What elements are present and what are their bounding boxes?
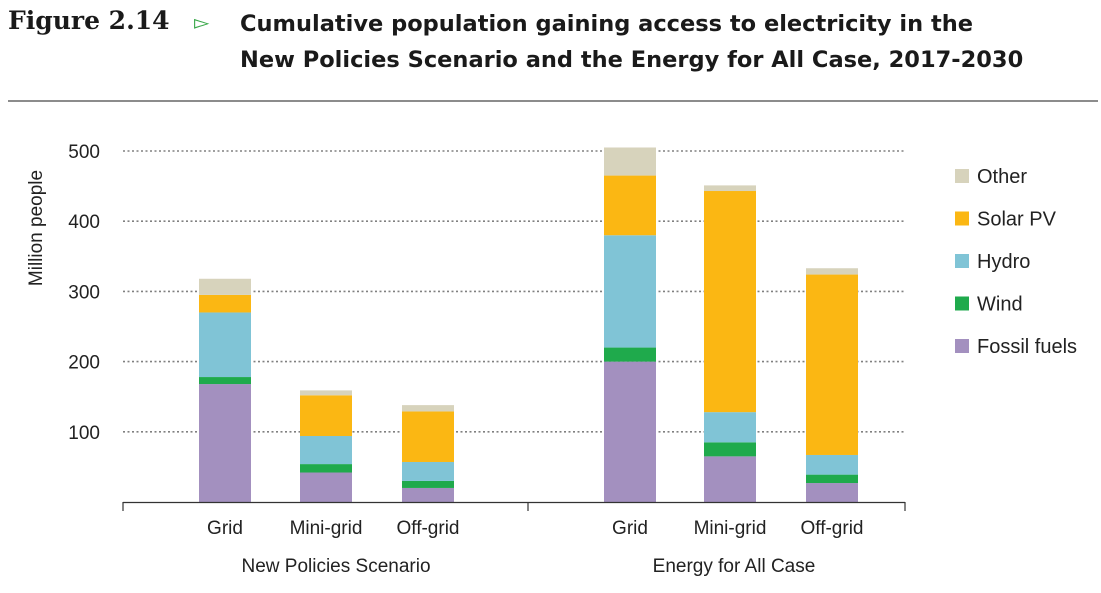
bar-segment-wind [199,377,251,385]
labels: 100 200 300 400 500 Grid Mini-grid Off-grid Grid… [26,142,864,577]
bar-segment-wind [806,474,858,484]
legend: Other Solar PV Hydro Wind Fossil fuels [955,166,1077,358]
figure-title-line-1: Cumulative population gaining access to … [240,11,973,37]
group-label: New Policies Scenario [241,556,430,577]
legend-swatch-solar-pv [955,211,969,226]
y-tick-label: 500 [68,142,100,163]
group-label: Energy for All Case [653,556,816,577]
bar-segment-other [604,147,656,176]
legend-label-wind: Wind [977,294,1023,316]
y-tick-label: 200 [68,353,100,374]
y-axis-title: Million people [26,170,47,286]
bar-segment-fossil-fuels [402,487,454,502]
bar-segment-wind [704,442,756,457]
bar-segment-hydro [199,312,251,378]
bar-segment-other [402,405,454,412]
legend-label-other: Other [977,166,1027,188]
triangle-arrow-icon: ▻ [194,12,210,34]
bar-segment-solar-pv [199,294,251,313]
bar-segment-hydro [604,235,656,348]
x-category-label: Grid [612,518,648,539]
bar-segment-other [704,185,756,192]
figure-header: Figure 2.14 ▻ Cumulative population gain… [0,0,1101,104]
y-tick-label: 100 [68,423,100,444]
bar-segment-solar-pv [402,411,454,462]
bar-segment-solar-pv [300,395,352,437]
x-category-label: Grid [207,518,243,539]
legend-swatch-fossil-fuels [955,339,969,353]
figure-title: Cumulative population gaining access to … [240,6,1090,78]
y-tick-label: 300 [68,282,100,303]
bar-segment-solar-pv [704,191,756,413]
bar-segment-wind [402,480,454,488]
figure-title-line-2: New Policies Scenario and the Energy for… [240,47,1024,73]
legend-label-solar-pv: Solar PV [977,209,1057,231]
bar-segment-hydro [806,454,858,475]
bar-segment-fossil-fuels [704,456,756,502]
legend-swatch-other [955,169,969,183]
bar-segment-wind [300,464,352,473]
legend-label-fossil-fuels: Fossil fuels [977,336,1077,358]
y-tick-label: 400 [68,212,100,233]
bar-segment-other [199,278,251,295]
figure-label: Figure 2.14 [8,6,170,35]
bars [199,147,858,502]
bar-segment-fossil-fuels [300,472,352,502]
x-category-label: Off-grid [396,518,459,539]
legend-swatch-hydro [955,254,969,268]
x-category-label: Mini-grid [694,518,767,539]
bar-segment-other [806,268,858,275]
bar-segment-hydro [704,412,756,443]
legend-label-hydro: Hydro [977,251,1030,273]
bar-segment-fossil-fuels [806,483,858,502]
bar-segment-hydro [300,436,352,465]
legend-swatch-wind [955,296,969,311]
bar-segment-hydro [402,461,454,481]
bar-segment-solar-pv [604,175,656,236]
bar-segment-fossil-fuels [199,384,251,502]
bar-segment-other [300,390,352,396]
x-category-label: Mini-grid [290,518,363,539]
x-category-label: Off-grid [800,518,863,539]
axes [122,501,906,511]
bar-segment-fossil-fuels [604,361,656,502]
bar-segment-solar-pv [806,274,858,455]
bar-segment-wind [604,347,656,362]
header-divider [8,100,1098,102]
